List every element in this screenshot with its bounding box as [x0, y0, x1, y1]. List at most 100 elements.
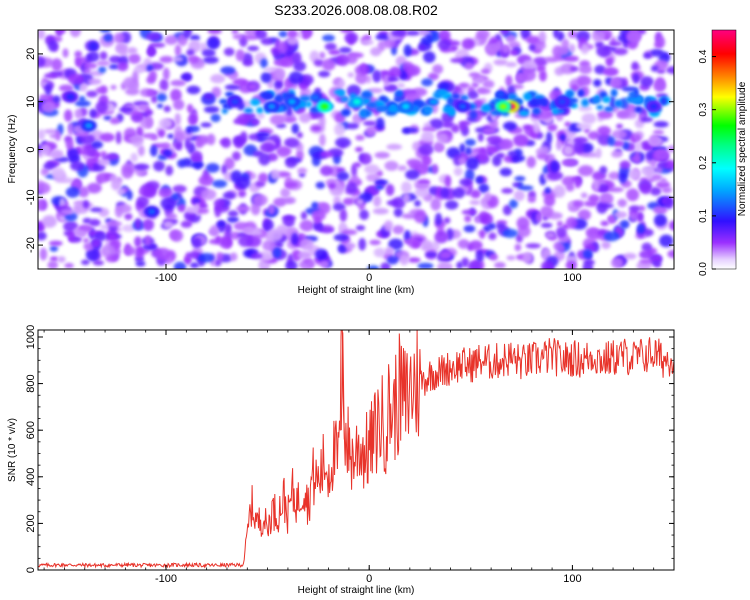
heatmap-cell: [134, 217, 142, 230]
heatmap-cell: [99, 30, 111, 33]
heatmap-cell: [514, 243, 522, 252]
heatmap-cell: [89, 207, 103, 213]
heatmap-cell: [250, 98, 261, 107]
heatmap-cell: [186, 49, 195, 57]
heatmap-cell: [359, 209, 369, 221]
heatmap-cell: [437, 261, 453, 269]
heatmap-cell: [103, 33, 113, 42]
heatmap-cell: [159, 78, 169, 92]
heatmap-cell: [634, 134, 641, 141]
heatmap-cell: [352, 113, 362, 126]
heatmap-cell: [566, 255, 578, 264]
heatmap-cell: [65, 186, 80, 198]
heatmap-cell: [258, 152, 271, 166]
heatmap-cell: [575, 122, 592, 130]
heatmap-cell: [373, 247, 386, 258]
heatmap-cell: [96, 60, 111, 67]
heatmap-cell: [537, 104, 554, 111]
heatmap-cell: [469, 110, 478, 120]
heatmap-cell: [438, 30, 451, 42]
heatmap-cell: [572, 200, 585, 208]
heatmap-cell: [360, 152, 372, 165]
heatmap-cell: [170, 88, 182, 102]
heatmap-cell: [597, 183, 609, 193]
heatmap-cell: [375, 117, 385, 130]
heatmap-cell: [57, 256, 66, 263]
heatmap-cell: [160, 197, 177, 211]
heatmap-cell: [284, 117, 298, 123]
heatmap-cell: [210, 113, 221, 123]
heatmap-cell: [431, 163, 439, 175]
heatmap-cell: [608, 171, 621, 180]
heatmap-cell: [564, 55, 579, 62]
heatmap-cell: [386, 255, 399, 265]
heatmap-cell: [437, 132, 449, 144]
heatmap-cell: [492, 155, 502, 167]
heatmap-cell: [392, 225, 405, 235]
heatmap-hot-spot-core: [458, 103, 467, 110]
heatmap-cell: [99, 51, 108, 60]
heatmap-cell: [421, 126, 437, 132]
heatmap-cell: [134, 246, 145, 259]
heatmap-cell: [270, 169, 281, 180]
heatmap-cell: [363, 120, 377, 127]
heatmap-cell: [523, 92, 533, 101]
heatmap-cell: [565, 216, 578, 229]
heatmap-cell: [157, 129, 166, 138]
heatmap-cell: [603, 231, 620, 242]
heatmap-cell: [252, 194, 268, 206]
heatmap-cell: [311, 201, 319, 209]
heatmap-cell: [156, 93, 167, 102]
heatmap-cell: [172, 56, 184, 62]
heatmap-cell: [81, 259, 90, 266]
heatmap-cell: [211, 86, 222, 98]
heatmap-cell: [41, 100, 56, 113]
heatmap-cell: [631, 61, 639, 70]
heatmap-cell: [276, 146, 291, 158]
heatmap-cell: [618, 172, 628, 184]
heatmap-cell: [38, 222, 43, 231]
heatmap-cell: [628, 91, 637, 98]
heatmap-cell: [560, 63, 576, 75]
heatmap-cell: [553, 184, 566, 198]
heatmap-cell: [366, 102, 377, 109]
heatmap-cell: [356, 198, 364, 206]
heatmap-cell: [116, 203, 132, 214]
heatmap-cell: [156, 247, 171, 261]
heatmap-cell: [639, 250, 654, 260]
heatmap-cell: [653, 80, 666, 92]
heatmap-cell: [345, 242, 356, 249]
heatmap-cell: [457, 239, 470, 249]
heatmap-cell: [451, 93, 461, 100]
colorbar-tick-label: 0.0: [698, 262, 709, 276]
heatmap-cell: [83, 237, 90, 244]
heatmap-cell: [460, 95, 469, 101]
heatmap-cell: [488, 232, 497, 241]
heatmap-cell: [235, 176, 251, 189]
heatmap-cell: [593, 79, 602, 87]
heatmap-cell: [247, 84, 257, 90]
heatmap-cell: [569, 66, 579, 72]
heatmap-cell: [620, 220, 630, 229]
heatmap-cell: [639, 259, 654, 264]
heatmap-cell: [210, 74, 226, 84]
heatmap-hot-spot-core: [649, 103, 658, 110]
heatmap-cell: [174, 113, 181, 126]
heatmap-cell: [347, 72, 355, 78]
heatmap-x-ticks: -100 0 100: [155, 30, 582, 284]
heatmap-cell: [189, 262, 200, 269]
heatmap-cell: [345, 122, 359, 130]
heatmap-cell: [582, 261, 594, 269]
heatmap-cell: [136, 195, 149, 208]
heatmap-cell: [69, 30, 81, 38]
heatmap-cell: [269, 114, 286, 126]
heatmap-cell: [70, 161, 85, 171]
snr-x-axis-label: Height of straight line (km): [298, 585, 415, 596]
heatmap-cell: [311, 125, 322, 132]
heatmap-cell: [51, 58, 63, 71]
y-tick-label: -10: [25, 189, 37, 205]
heatmap-cell: [439, 250, 452, 260]
heatmap-cell: [119, 106, 133, 113]
y-tick-label: 1000: [25, 325, 37, 349]
heatmap-cell: [267, 228, 283, 242]
